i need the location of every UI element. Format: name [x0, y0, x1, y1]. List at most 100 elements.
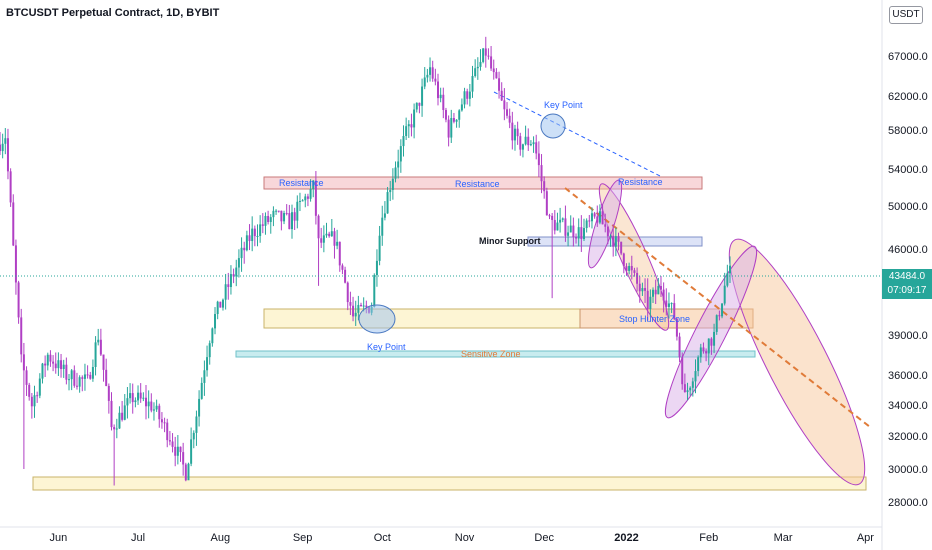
candle-down[interactable] [253, 228, 256, 237]
candle-down[interactable] [705, 351, 708, 354]
candle-up[interactable] [129, 393, 132, 399]
candle-up[interactable] [423, 77, 426, 87]
candle-up[interactable] [463, 91, 466, 105]
candle-down[interactable] [110, 400, 113, 428]
resistance-zone[interactable] [263, 176, 703, 190]
candle-up[interactable] [521, 144, 524, 150]
candle-down[interactable] [20, 317, 23, 355]
candle-down[interactable] [622, 253, 625, 267]
candle-down[interactable] [105, 369, 108, 386]
candle-up[interactable] [83, 374, 86, 379]
candle-up[interactable] [134, 400, 137, 403]
candle-down[interactable] [131, 393, 134, 403]
candle-up[interactable] [115, 428, 118, 430]
candle-down[interactable] [593, 213, 596, 217]
candle-up[interactable] [569, 225, 572, 233]
time-axis[interactable]: Jun Jul Aug Sep Oct Nov Dec 2022 Feb Mar Apr [0, 526, 882, 544]
candle-down[interactable] [596, 216, 599, 223]
candle-up[interactable] [699, 347, 702, 358]
candle-up[interactable] [272, 210, 275, 218]
candle-up[interactable] [357, 304, 360, 313]
candle-down[interactable] [537, 153, 540, 166]
candle-up[interactable] [330, 231, 333, 237]
candle-down[interactable] [267, 215, 270, 222]
candle-down[interactable] [338, 241, 341, 266]
candle-down[interactable] [434, 78, 437, 82]
candle-up[interactable] [309, 188, 312, 199]
candle-down[interactable] [620, 241, 623, 254]
candle-up[interactable] [147, 401, 150, 407]
candle-up[interactable] [256, 235, 259, 237]
candle-up[interactable] [118, 412, 121, 429]
candle-down[interactable] [683, 384, 686, 393]
candle-down[interactable] [36, 395, 39, 397]
candle-up[interactable] [649, 296, 652, 309]
candle-up[interactable] [251, 228, 254, 242]
candle-down[interactable] [22, 354, 25, 371]
candle-up[interactable] [694, 371, 697, 382]
candle-down[interactable] [492, 68, 495, 73]
candle-down[interactable] [673, 303, 676, 319]
candle-down[interactable] [306, 196, 309, 199]
candle-up[interactable] [325, 233, 328, 236]
candle-up[interactable] [298, 200, 301, 202]
candle-down[interactable] [636, 272, 639, 284]
candle-down[interactable] [352, 305, 355, 317]
candle-up[interactable] [614, 236, 617, 247]
candle-up[interactable] [389, 189, 392, 193]
candle-up[interactable] [245, 235, 248, 251]
candle-down[interactable] [678, 336, 681, 358]
candle-down[interactable] [644, 288, 647, 291]
candle-down[interactable] [545, 191, 548, 216]
candle-up[interactable] [397, 161, 400, 168]
candle-up[interactable] [479, 61, 482, 67]
candle-up[interactable] [609, 235, 612, 237]
candle-up[interactable] [57, 360, 60, 369]
candle-down[interactable] [168, 440, 171, 442]
candle-down[interactable] [333, 231, 336, 246]
candle-down[interactable] [163, 422, 166, 424]
key-point-circle-bottom[interactable] [358, 304, 396, 334]
candle-down[interactable] [630, 266, 633, 271]
candle-down[interactable] [261, 224, 264, 226]
candle-up[interactable] [394, 167, 397, 179]
candle-down[interactable] [654, 289, 657, 295]
candle-down[interactable] [293, 212, 296, 221]
candle-up[interactable] [482, 48, 485, 62]
candle-up[interactable] [590, 213, 593, 222]
candle-down[interactable] [710, 338, 713, 346]
candle-down[interactable] [606, 226, 609, 237]
candle-up[interactable] [41, 363, 44, 379]
candle-down[interactable] [288, 213, 291, 230]
candle-up[interactable] [391, 178, 394, 190]
candle-up[interactable] [259, 224, 262, 236]
candle-up[interactable] [126, 398, 129, 406]
candle-up[interactable] [721, 303, 724, 317]
candle-down[interactable] [572, 225, 575, 238]
candle-down[interactable] [28, 384, 31, 397]
candle-down[interactable] [277, 210, 280, 212]
candle-up[interactable] [362, 305, 365, 307]
candle-down[interactable] [484, 48, 487, 56]
candle-down[interactable] [535, 142, 538, 154]
candle-up[interactable] [715, 315, 718, 332]
candle-down[interactable] [44, 363, 47, 366]
candle-down[interactable] [49, 354, 52, 362]
candle-up[interactable] [269, 217, 272, 222]
candle-down[interactable] [360, 304, 363, 306]
candle-down[interactable] [702, 347, 705, 352]
candle-down[interactable] [503, 100, 506, 110]
candle-up[interactable] [38, 378, 41, 396]
candle-up[interactable] [532, 142, 535, 145]
candle-down[interactable] [25, 370, 28, 385]
candle-down[interactable] [328, 233, 331, 237]
candle-down[interactable] [219, 301, 222, 308]
candle-down[interactable] [179, 446, 182, 453]
candle-down[interactable] [280, 210, 283, 222]
candle-up[interactable] [652, 289, 655, 297]
candle-up[interactable] [689, 387, 692, 391]
candle-down[interactable] [447, 119, 450, 138]
candle-down[interactable] [75, 385, 78, 387]
candle-down[interactable] [625, 266, 628, 271]
candle-down[interactable] [54, 363, 57, 369]
